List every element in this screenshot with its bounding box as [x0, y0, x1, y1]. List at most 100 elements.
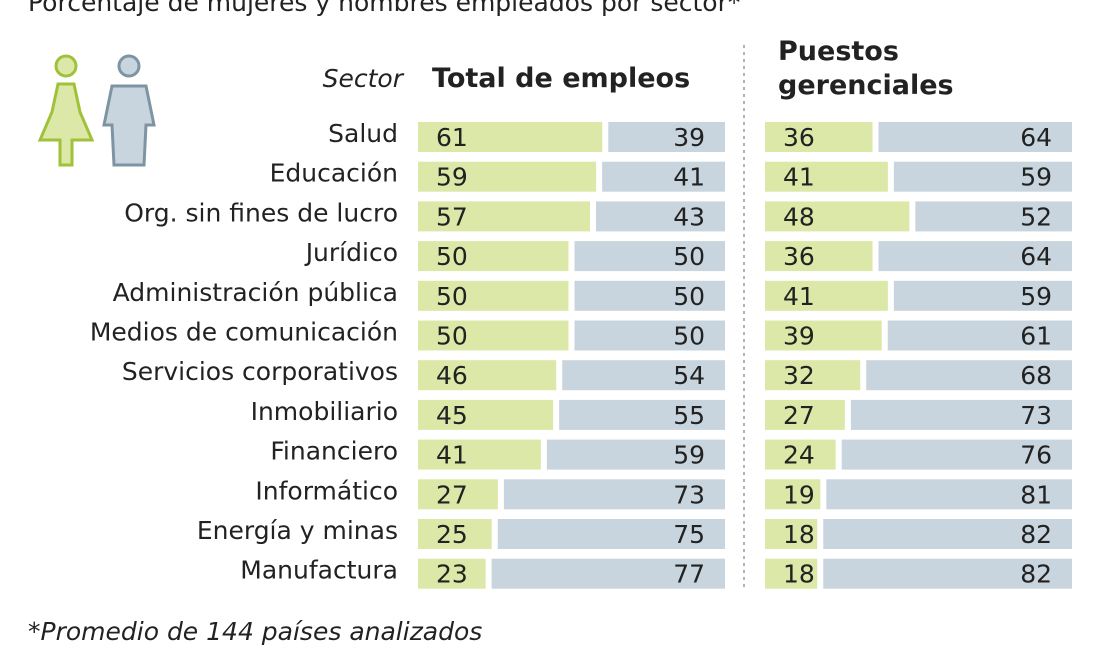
bar-segment [841, 439, 1072, 470]
value-label: 55 [673, 401, 705, 430]
value-label: 81 [1020, 480, 1052, 509]
bar-segment [418, 320, 569, 351]
bar-segment [418, 519, 492, 549]
bar-segment [765, 241, 873, 272]
bar-segment [765, 280, 888, 311]
value-label: 82 [1020, 560, 1052, 589]
value-label: 57 [436, 202, 468, 231]
value-label: 77 [673, 560, 705, 589]
value-label: 43 [673, 202, 705, 231]
bar-segment [893, 161, 1072, 192]
category-label: Manufactura [240, 556, 398, 585]
value-label: 50 [436, 322, 468, 351]
value-label: 68 [1020, 361, 1052, 390]
bar-segment [574, 320, 725, 351]
value-label: 73 [673, 480, 705, 509]
value-label: 25 [436, 520, 468, 549]
value-label: 75 [673, 520, 705, 549]
bar-segment [559, 399, 725, 430]
bar-segment [765, 519, 818, 549]
bar-segment [850, 399, 1072, 430]
value-label: 50 [436, 282, 468, 311]
bar-segment [418, 439, 541, 470]
panel-title-box: Puestos gerenciales [778, 36, 954, 101]
value-label: 59 [1020, 163, 1052, 192]
value-label: 45 [436, 401, 468, 430]
panel-title: Puestos gerenciales [778, 36, 954, 101]
value-label: 64 [1020, 123, 1052, 152]
value-label: 61 [1020, 322, 1052, 351]
bar-segment [608, 122, 725, 152]
legend-icons [37, 54, 156, 167]
value-label: 76 [1020, 441, 1052, 470]
value-label: 39 [783, 322, 815, 351]
category-label: Informático [255, 476, 398, 505]
value-label: 54 [673, 361, 705, 390]
bar-segment [866, 360, 1072, 391]
value-label: 32 [783, 361, 815, 390]
value-label: 50 [673, 242, 705, 271]
category-label: Medios de comunicación [90, 318, 398, 347]
bar-segment [765, 320, 882, 351]
category-label: Energía y minas [197, 516, 398, 545]
bar-segment [418, 241, 569, 272]
value-label: 59 [1020, 282, 1052, 311]
value-label: 73 [1020, 401, 1052, 430]
value-label: 36 [783, 242, 815, 271]
bar-segment [823, 558, 1072, 589]
category-header: Sector [323, 64, 405, 93]
value-label: 64 [1020, 242, 1052, 271]
value-label: 41 [783, 163, 815, 192]
bar-segment [418, 360, 557, 391]
value-label: 41 [783, 282, 815, 311]
bar-segment [887, 320, 1072, 351]
category-label: Administración pública [113, 278, 398, 307]
bar-segment [595, 201, 725, 232]
bar-segment [602, 161, 725, 192]
panel-title: Total de empleos [432, 63, 691, 94]
bar-segment [546, 439, 725, 470]
bar-segment [562, 360, 725, 391]
chart-title: Porcentaje de mujeres y hombres empleado… [28, 0, 740, 17]
bar-segment [823, 519, 1072, 549]
bar-segment [418, 399, 554, 430]
bar-segment [878, 122, 1072, 152]
value-label: 18 [783, 520, 815, 549]
bar-segment [765, 479, 821, 510]
bar-segment [893, 280, 1072, 311]
bar-segment [418, 479, 498, 510]
value-label: 23 [436, 560, 468, 589]
bar-segment [826, 479, 1072, 510]
value-label: 18 [783, 560, 815, 589]
bar-segment [574, 241, 725, 272]
value-label: 41 [436, 441, 468, 470]
value-label: 27 [436, 480, 468, 509]
category-label: Salud [328, 119, 398, 148]
value-label: 19 [783, 480, 815, 509]
value-label: 82 [1020, 520, 1052, 549]
category-label: Inmobiliario [251, 397, 398, 426]
value-label: 50 [436, 242, 468, 271]
footnote: *Promedio de 144 países analizados [28, 617, 482, 646]
bar-segment [765, 558, 818, 589]
bar-segment [765, 161, 888, 192]
bar-segment [497, 519, 725, 549]
value-label: 50 [673, 322, 705, 351]
value-label: 41 [673, 163, 705, 192]
value-label: 50 [673, 282, 705, 311]
bar-segment [765, 360, 861, 391]
value-label: 36 [783, 123, 815, 152]
category-label: Educación [270, 159, 398, 188]
bar-segment [878, 241, 1072, 272]
bar-segment [418, 122, 603, 152]
bar-segment [418, 558, 486, 589]
bar-segment [418, 161, 597, 192]
bar-segment [574, 280, 725, 311]
bar-segment [491, 558, 725, 589]
bar-segment [765, 122, 873, 152]
value-label: 46 [436, 361, 468, 390]
bar-segment [418, 201, 590, 232]
value-label: 48 [783, 202, 815, 231]
panel-title-box: Total de empleos [432, 63, 691, 94]
